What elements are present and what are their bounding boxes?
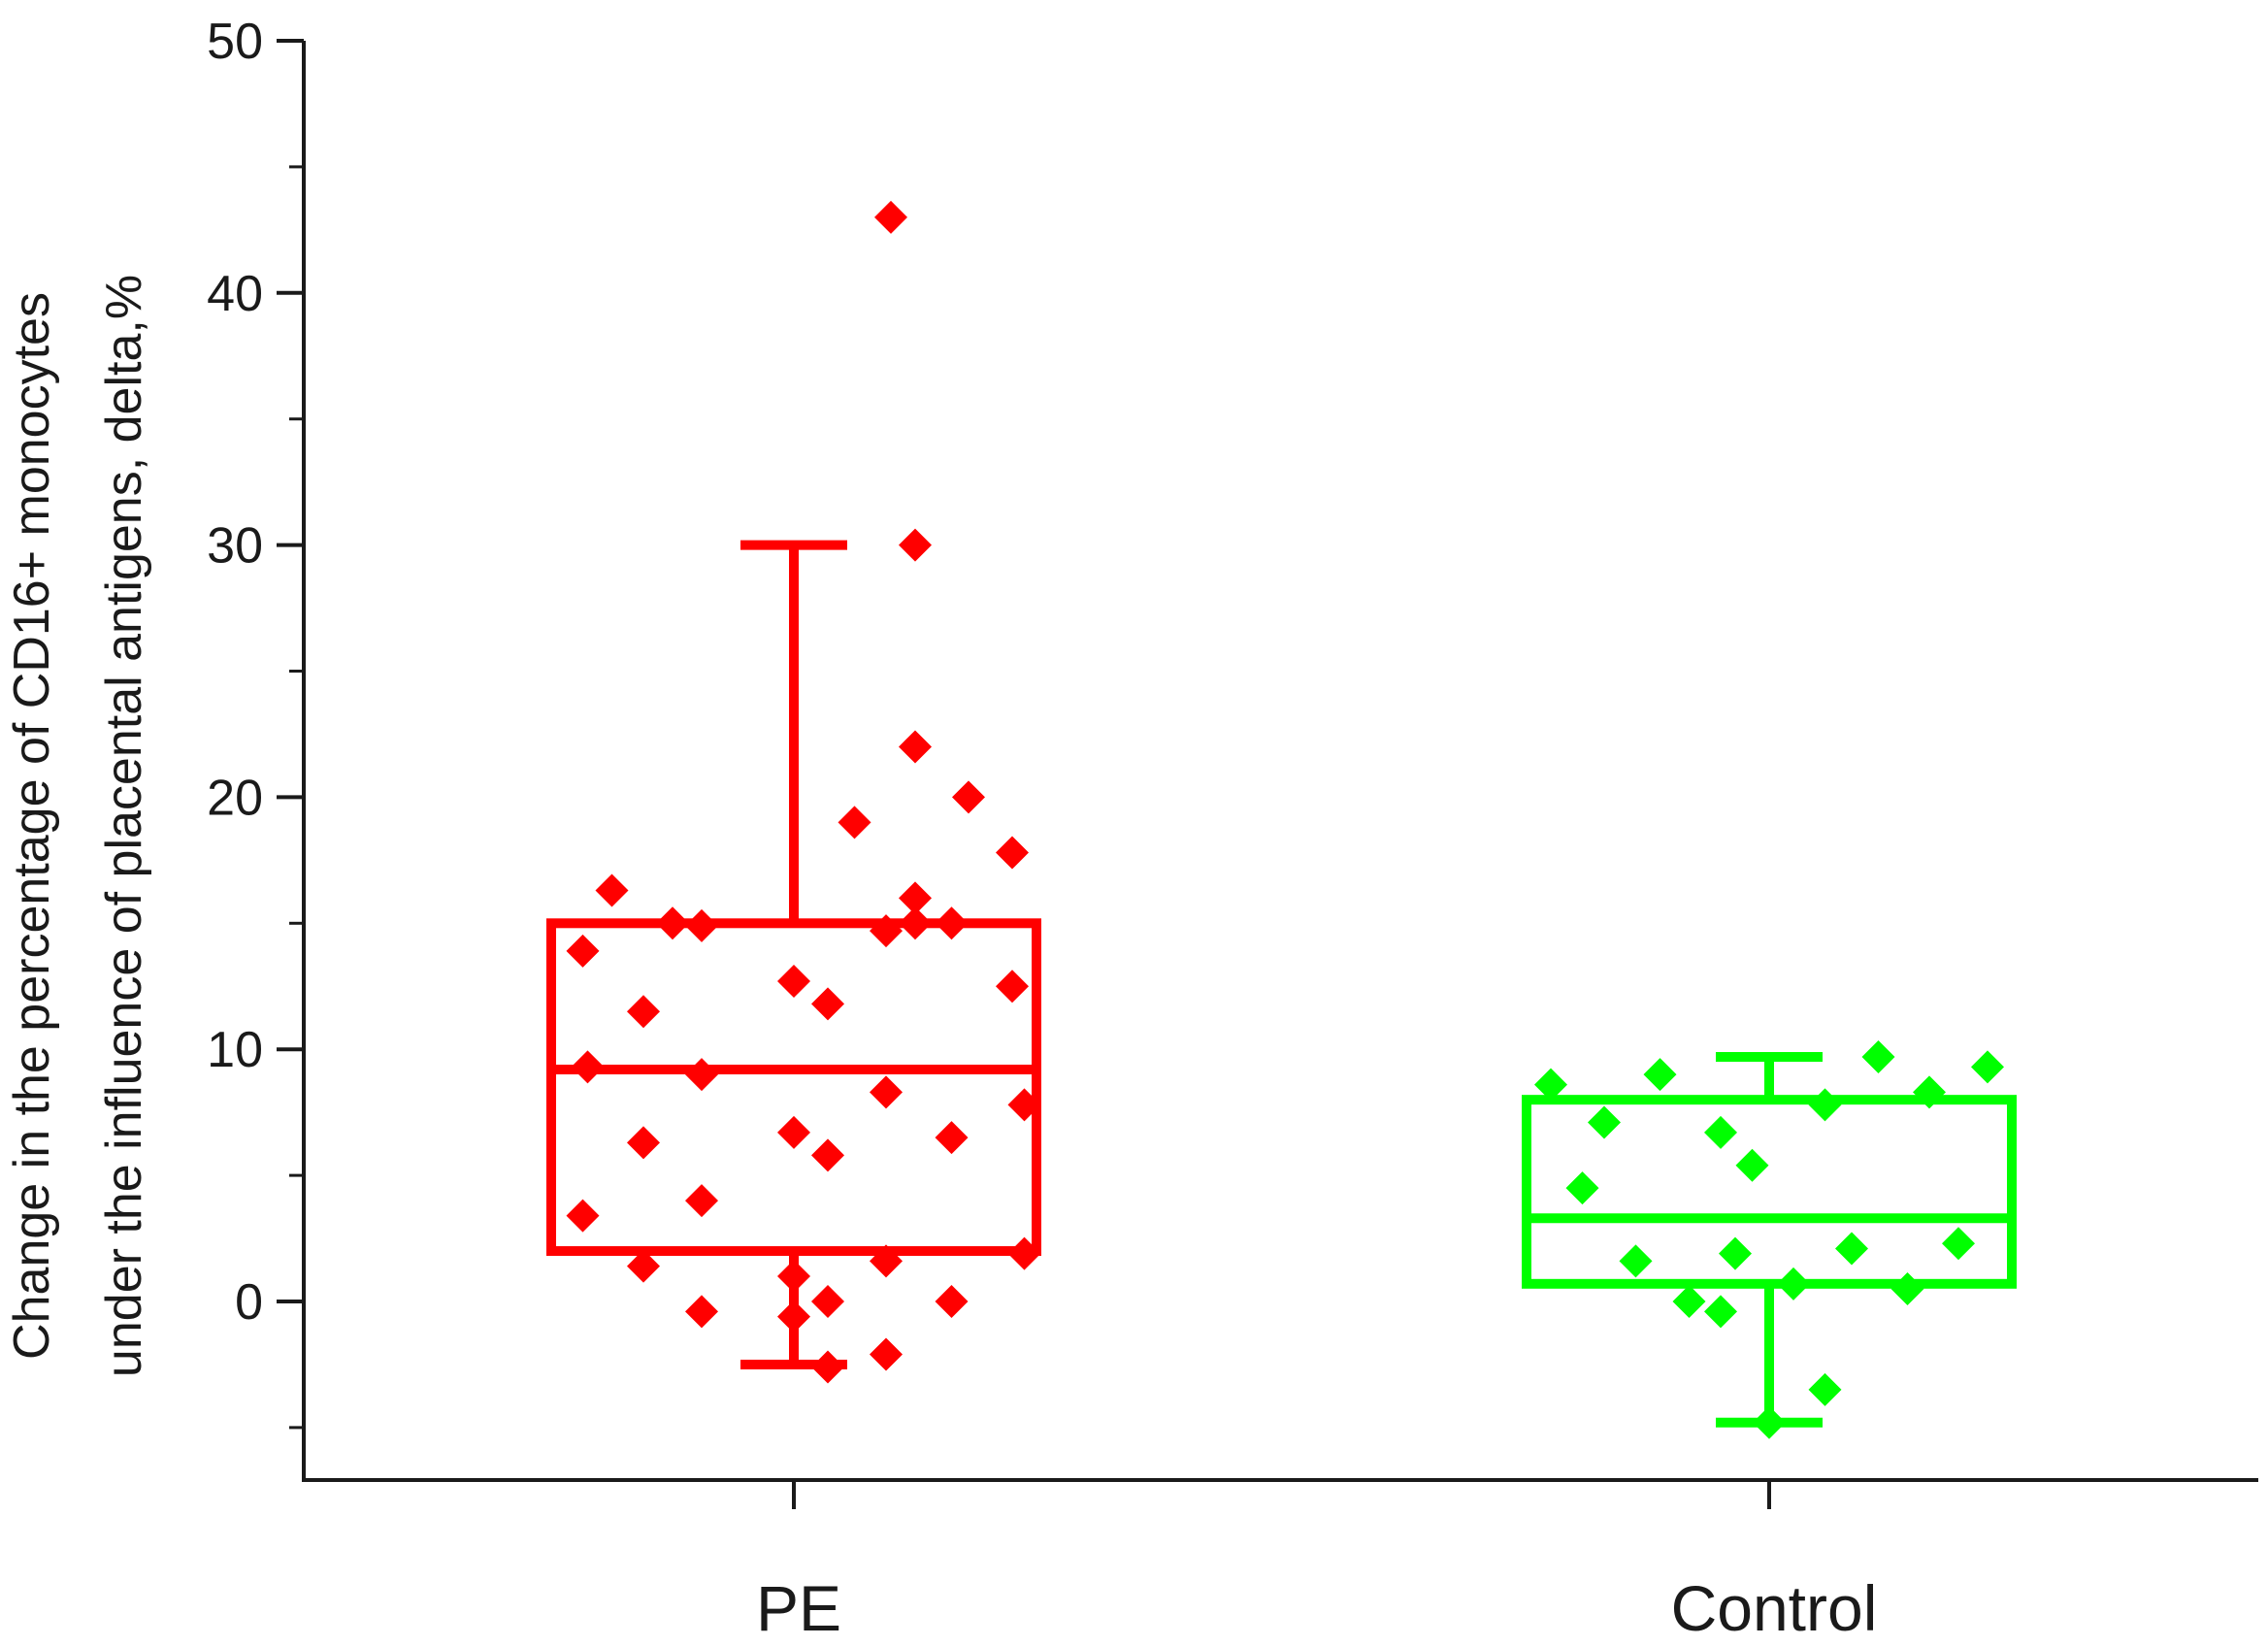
y-tick-label: 0 <box>235 1274 263 1331</box>
data-point-diamond <box>1007 1088 1041 1122</box>
data-point-diamond <box>1753 1405 1786 1439</box>
data-point-diamond <box>870 1075 903 1109</box>
data-point-diamond <box>935 1285 969 1318</box>
data-point-diamond <box>1704 1295 1737 1329</box>
data-point-diamond <box>595 873 629 907</box>
data-point-diamond <box>870 914 903 948</box>
data-point-diamond <box>627 1126 660 1160</box>
data-point-diamond <box>571 1050 605 1084</box>
data-point-diamond <box>1735 1148 1769 1182</box>
data-point-diamond <box>811 1285 844 1318</box>
data-point-diamond <box>1643 1058 1677 1092</box>
y-tick-label: 50 <box>207 14 263 70</box>
data-point-diamond <box>1890 1272 1924 1306</box>
y-tick-label: 40 <box>207 266 263 322</box>
data-point-diamond <box>899 528 932 562</box>
data-point-diamond <box>566 1199 600 1233</box>
data-point-diamond <box>1534 1068 1567 1102</box>
data-point-diamond <box>685 1295 718 1329</box>
data-point-diamond <box>685 1058 718 1092</box>
data-point-diamond <box>1861 1039 1895 1073</box>
data-point-diamond <box>811 1138 844 1172</box>
y-tick-label: 10 <box>207 1022 263 1078</box>
data-point-diamond <box>870 1244 903 1278</box>
data-point-diamond <box>656 906 689 940</box>
box <box>1522 1095 2017 1289</box>
data-point-diamond <box>1588 1105 1621 1139</box>
data-point-diamond <box>1719 1236 1752 1270</box>
data-point-diamond <box>1808 1372 1842 1406</box>
data-point-diamond <box>777 965 810 999</box>
data-point-diamond <box>1619 1244 1653 1278</box>
data-point-diamond <box>627 1249 660 1283</box>
data-point-diamond <box>899 906 932 940</box>
data-point-diamond <box>566 934 600 968</box>
data-point-diamond <box>811 1350 844 1384</box>
data-point-diamond <box>1672 1285 1706 1318</box>
data-point-diamond <box>685 1184 718 1218</box>
data-point-diamond <box>627 995 660 1029</box>
data-point-diamond <box>935 1121 969 1155</box>
data-point-diamond <box>777 1300 810 1333</box>
data-point-diamond <box>1942 1227 1975 1261</box>
x-tick-label: Control <box>1671 1572 1878 1644</box>
data-point-diamond <box>1808 1088 1842 1122</box>
y-tick-label: 20 <box>207 770 263 826</box>
data-points <box>566 200 2004 1439</box>
data-point-diamond <box>899 881 932 915</box>
y-axis-label-line-2: under the influence of placental antigen… <box>96 275 152 1377</box>
y-tick-label: 30 <box>207 518 263 575</box>
data-point-diamond <box>777 1115 810 1149</box>
box <box>546 918 1041 1257</box>
data-point-diamond <box>1565 1171 1599 1205</box>
y-axis-label-line-1: Change in the percentage of CD16+ monocy… <box>4 292 60 1360</box>
data-point-diamond <box>874 200 907 234</box>
data-point-diamond <box>952 780 985 814</box>
data-point-diamond <box>1971 1050 2004 1084</box>
data-point-diamond <box>838 806 871 839</box>
data-point-diamond <box>1913 1075 1946 1109</box>
data-point-diamond <box>1777 1267 1810 1300</box>
x-tick-label: PE <box>756 1572 841 1644</box>
data-point-diamond <box>996 970 1029 1004</box>
data-point-diamond <box>870 1337 903 1371</box>
data-point-diamond <box>899 730 932 764</box>
data-point-diamond <box>1704 1115 1737 1149</box>
axes: 0 10 20 30 40 50 PE Control <box>207 14 2258 1644</box>
data-point-diamond <box>777 1260 810 1294</box>
data-point-diamond <box>1007 1236 1041 1270</box>
data-point-diamond <box>811 987 844 1021</box>
data-point-diamond <box>1835 1232 1868 1266</box>
data-point-diamond <box>685 908 718 942</box>
data-point-diamond <box>996 836 1029 870</box>
data-point-diamond <box>935 906 969 940</box>
